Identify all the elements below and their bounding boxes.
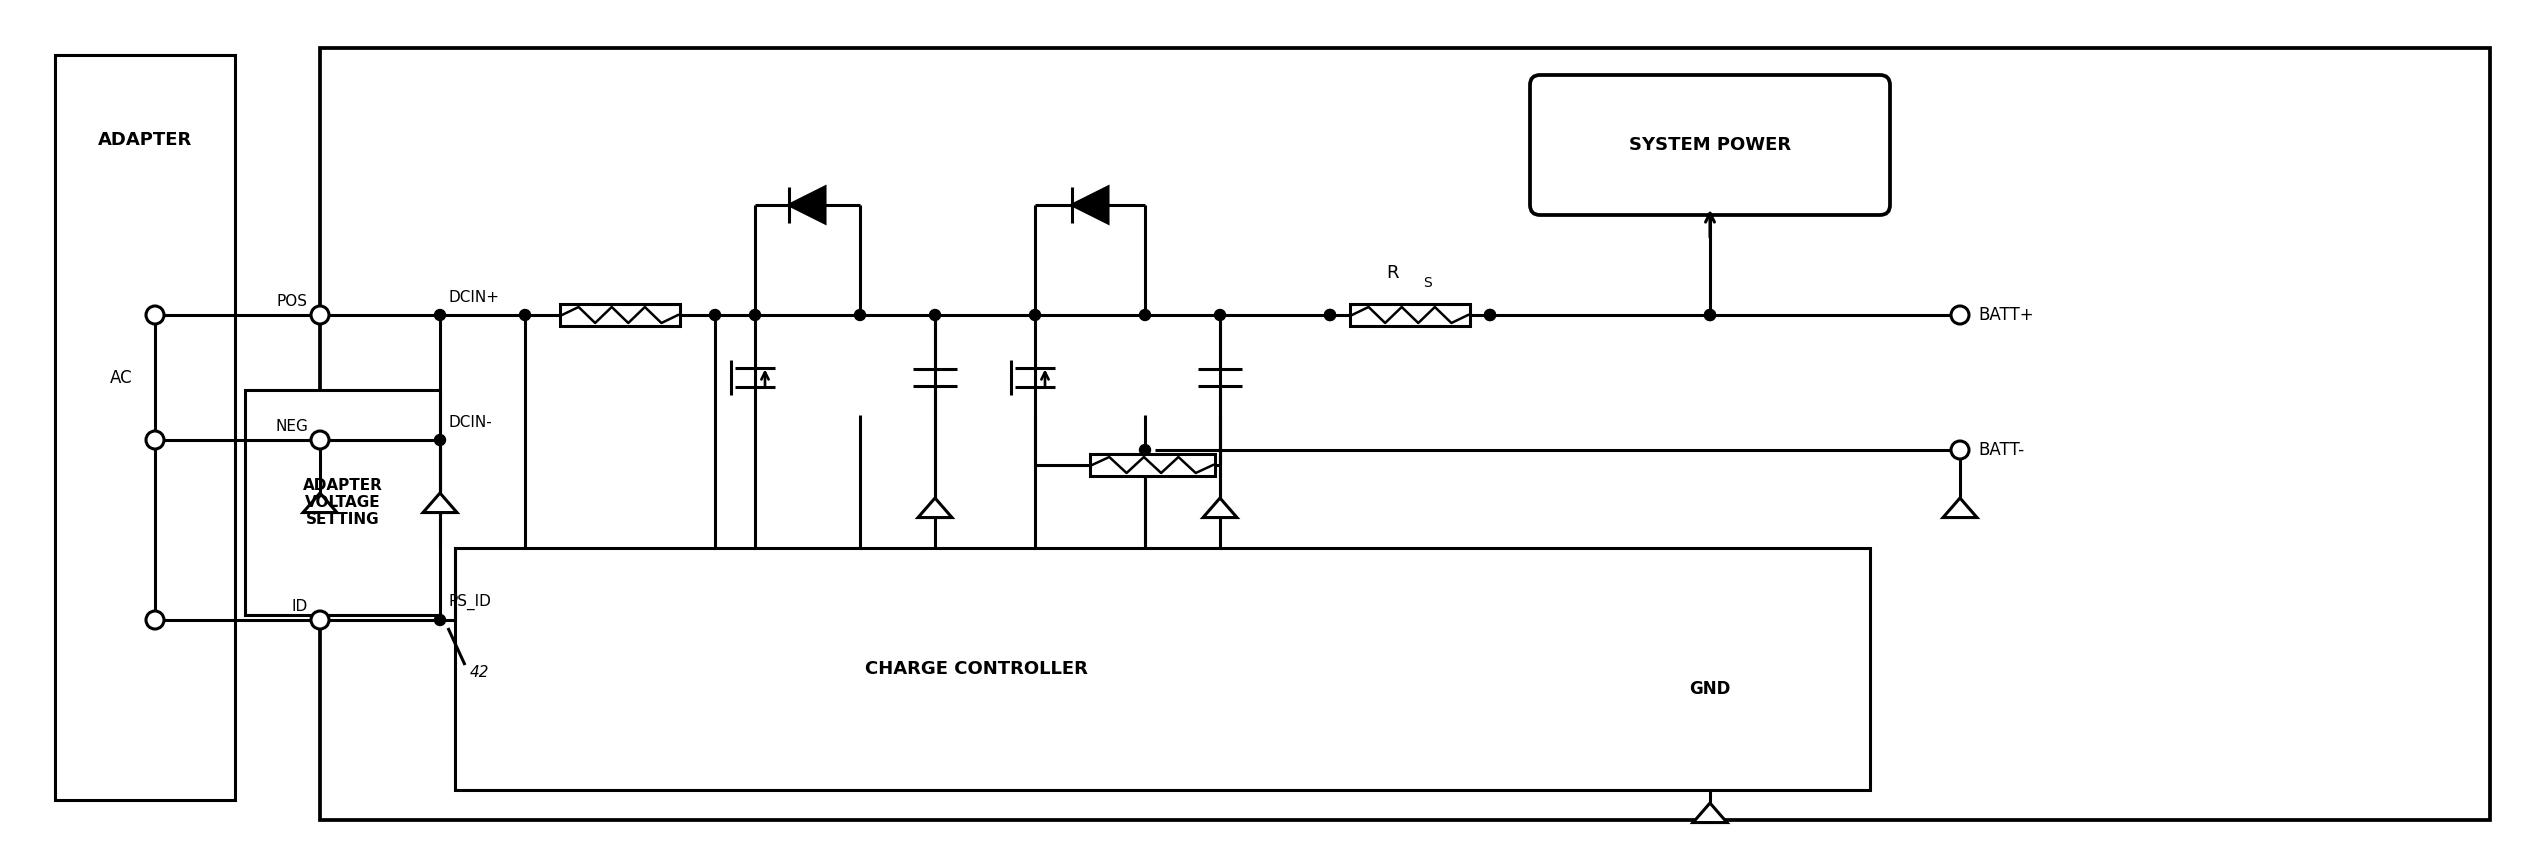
Circle shape [1140, 444, 1150, 456]
FancyBboxPatch shape [1529, 75, 1890, 215]
Text: SYSTEM POWER: SYSTEM POWER [1630, 136, 1792, 154]
Circle shape [1483, 310, 1496, 320]
Text: ID: ID [291, 599, 308, 614]
Bar [245, 390, 440, 615]
Bar [561, 304, 680, 326]
Bar [321, 48, 2489, 820]
Text: NEG: NEG [275, 419, 308, 433]
Polygon shape [1693, 803, 1726, 822]
Circle shape [854, 310, 867, 320]
Circle shape [311, 611, 329, 629]
Circle shape [1951, 306, 1969, 324]
Circle shape [710, 310, 720, 320]
Text: R: R [1385, 264, 1397, 282]
Circle shape [147, 431, 164, 449]
Text: 42: 42 [470, 665, 490, 679]
Text: S: S [1423, 276, 1433, 290]
Polygon shape [788, 187, 824, 223]
Bar [455, 548, 1870, 790]
Circle shape [435, 614, 445, 626]
Circle shape [435, 310, 445, 320]
Circle shape [1140, 310, 1150, 320]
Polygon shape [422, 493, 457, 513]
Circle shape [435, 434, 445, 445]
Text: ADAPTER: ADAPTER [99, 131, 192, 149]
Text: ADAPTER
VOLTAGE
SETTING: ADAPTER VOLTAGE SETTING [303, 477, 382, 527]
Circle shape [311, 306, 329, 324]
Bar [56, 55, 235, 800]
Circle shape [930, 310, 940, 320]
Bar [1349, 304, 1471, 326]
Circle shape [521, 310, 531, 320]
Bar [1089, 454, 1215, 476]
Circle shape [1215, 310, 1226, 320]
Polygon shape [1203, 498, 1238, 518]
Text: AC: AC [111, 369, 134, 387]
Circle shape [147, 611, 164, 629]
Text: BATT-: BATT- [1979, 441, 2024, 459]
Circle shape [147, 306, 164, 324]
Circle shape [1951, 441, 1969, 459]
Circle shape [1483, 310, 1496, 320]
Circle shape [751, 310, 761, 320]
Circle shape [1028, 310, 1041, 320]
Text: DCIN+: DCIN+ [447, 289, 498, 305]
Text: PS_ID: PS_ID [447, 594, 490, 610]
Polygon shape [303, 493, 336, 513]
Text: DCIN-: DCIN- [447, 414, 493, 430]
Circle shape [1706, 310, 1716, 320]
Circle shape [1706, 310, 1716, 320]
Polygon shape [917, 498, 953, 518]
Circle shape [1324, 310, 1334, 320]
Text: CHARGE CONTROLLER: CHARGE CONTROLLER [864, 660, 1089, 678]
Circle shape [1324, 310, 1334, 320]
Text: GND: GND [1691, 680, 1731, 698]
Circle shape [311, 431, 329, 449]
Text: POS: POS [278, 293, 308, 308]
Polygon shape [1943, 498, 1976, 518]
Text: BATT+: BATT+ [1979, 306, 2034, 324]
Polygon shape [1071, 187, 1107, 223]
